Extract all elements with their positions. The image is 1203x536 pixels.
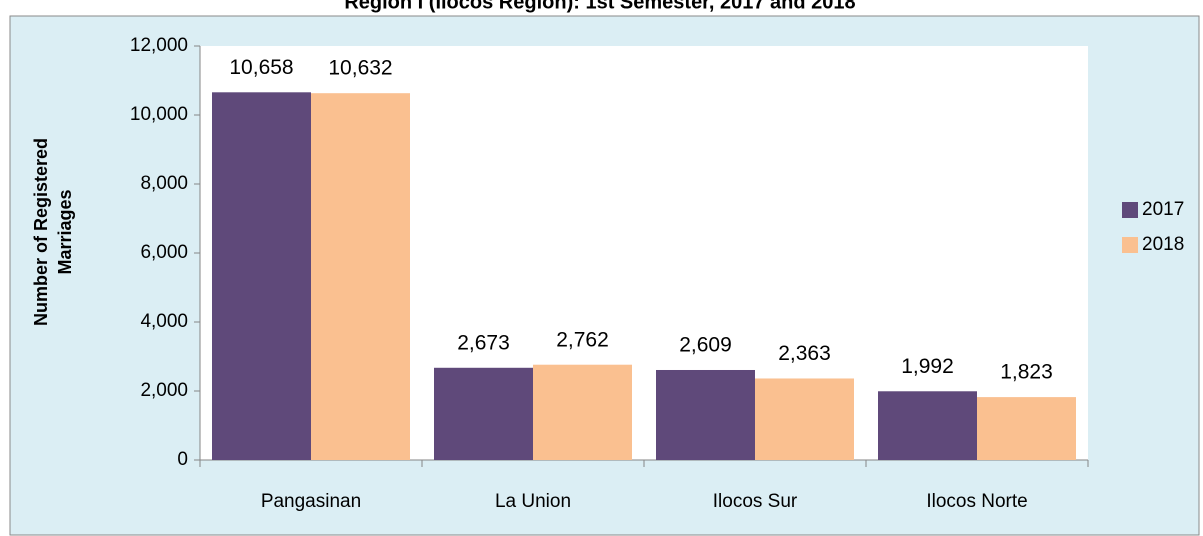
data-label: 10,632 (328, 57, 392, 80)
y-axis-label: Number of Registered (31, 138, 51, 326)
bar (434, 367, 533, 460)
data-label: 1,992 (901, 355, 954, 378)
x-tick-label: Ilocos Sur (713, 491, 798, 512)
data-label: 2,762 (556, 328, 609, 351)
y-tick-label: 12,000 (130, 35, 188, 56)
legend-label: 2018 (1142, 234, 1184, 255)
bar (755, 378, 854, 460)
y-tick-label: 2,000 (140, 380, 188, 401)
data-label: 1,823 (1000, 361, 1053, 384)
bar (533, 364, 632, 460)
data-label: 2,363 (778, 342, 831, 365)
bar (212, 92, 311, 460)
y-tick-label: 6,000 (140, 242, 188, 263)
bar (311, 93, 410, 461)
x-tick-label: La Union (495, 491, 571, 512)
y-tick-label: 4,000 (140, 311, 188, 332)
x-tick-label: Ilocos Norte (926, 491, 1027, 512)
x-tick-label: Pangasinan (261, 491, 361, 512)
y-tick-label: 10,000 (130, 104, 188, 125)
data-label: 10,658 (229, 56, 293, 79)
bar (656, 369, 755, 460)
data-label: 2,609 (679, 334, 732, 357)
chart-title: Region I (Ilocos Region): 1st Semester, … (344, 0, 855, 13)
bar (878, 391, 977, 460)
y-tick-label: 0 (177, 449, 188, 470)
legend-label: 2017 (1142, 199, 1184, 220)
y-axis-label: Marriages (55, 189, 75, 274)
data-label: 2,673 (457, 331, 510, 354)
legend-swatch (1122, 237, 1138, 253)
legend-swatch (1122, 202, 1138, 218)
bar (977, 397, 1076, 460)
y-tick-label: 8,000 (140, 173, 188, 194)
